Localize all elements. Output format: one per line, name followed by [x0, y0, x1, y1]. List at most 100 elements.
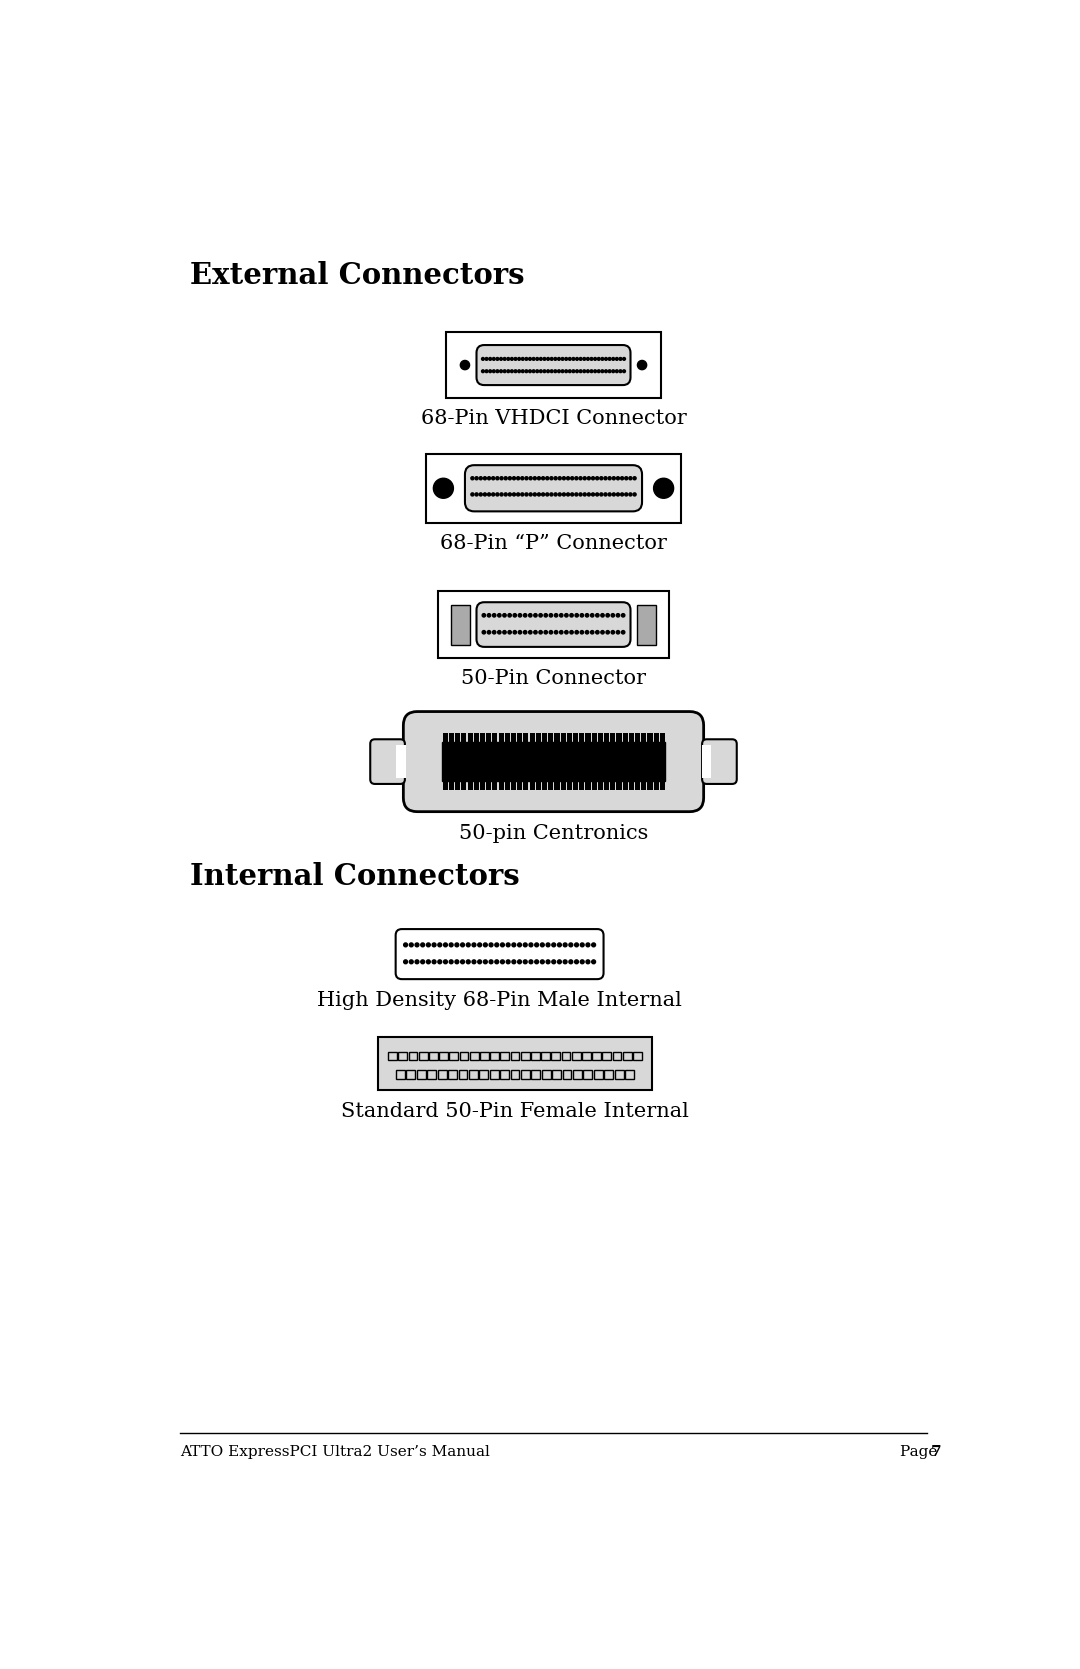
Bar [660, 779, 665, 789]
Bar [598, 733, 603, 743]
Bar [567, 733, 572, 743]
Circle shape [507, 960, 510, 963]
FancyBboxPatch shape [403, 711, 704, 811]
Circle shape [455, 943, 459, 946]
Bar [635, 779, 640, 789]
Circle shape [538, 477, 540, 479]
Circle shape [503, 371, 507, 372]
Circle shape [536, 357, 539, 361]
Bar [480, 779, 485, 789]
Circle shape [540, 960, 544, 963]
Circle shape [517, 371, 521, 372]
Circle shape [563, 492, 566, 496]
Circle shape [616, 357, 618, 361]
Circle shape [591, 614, 594, 618]
Circle shape [550, 477, 553, 479]
Circle shape [539, 371, 542, 372]
Bar [554, 779, 559, 789]
Circle shape [554, 631, 557, 634]
Bar [542, 779, 548, 789]
Circle shape [529, 477, 532, 479]
Circle shape [504, 477, 508, 479]
Circle shape [518, 614, 522, 618]
Bar [451, 604, 471, 644]
Circle shape [580, 614, 583, 618]
Bar [536, 779, 541, 789]
Circle shape [534, 477, 537, 479]
Bar [480, 1051, 489, 1060]
Circle shape [475, 492, 478, 496]
Circle shape [467, 960, 470, 963]
Circle shape [484, 943, 487, 946]
Circle shape [600, 614, 604, 618]
Circle shape [503, 614, 507, 618]
Circle shape [535, 943, 539, 946]
Circle shape [551, 357, 553, 361]
Circle shape [550, 492, 553, 496]
Circle shape [492, 614, 496, 618]
Circle shape [500, 492, 503, 496]
Bar [443, 779, 448, 789]
Bar [648, 779, 652, 789]
Circle shape [653, 479, 674, 499]
Circle shape [568, 357, 571, 361]
Circle shape [565, 631, 568, 634]
Circle shape [517, 357, 521, 361]
Circle shape [612, 492, 616, 496]
Circle shape [449, 960, 454, 963]
Circle shape [575, 631, 579, 634]
Circle shape [570, 614, 573, 618]
Bar [500, 1051, 510, 1060]
Circle shape [500, 477, 503, 479]
Bar [440, 1051, 448, 1060]
Circle shape [579, 492, 582, 496]
Circle shape [604, 477, 607, 479]
Circle shape [460, 361, 470, 369]
Bar [408, 1051, 418, 1060]
Circle shape [580, 631, 583, 634]
Circle shape [617, 492, 620, 496]
Circle shape [500, 371, 502, 372]
Bar [542, 1070, 551, 1078]
Circle shape [482, 357, 484, 361]
Circle shape [477, 943, 482, 946]
Circle shape [528, 371, 531, 372]
Bar [653, 779, 659, 789]
Circle shape [608, 371, 611, 372]
Circle shape [496, 492, 499, 496]
Bar [617, 733, 621, 743]
Bar [598, 779, 603, 789]
Bar [605, 1070, 613, 1078]
Circle shape [482, 631, 486, 634]
Bar [449, 779, 454, 789]
Bar [428, 1070, 436, 1078]
Circle shape [579, 371, 582, 372]
Circle shape [596, 631, 599, 634]
Bar [536, 733, 541, 743]
Bar [486, 779, 491, 789]
Circle shape [605, 357, 607, 361]
Bar [623, 733, 627, 743]
Text: Page: Page [900, 1445, 942, 1459]
Circle shape [449, 943, 454, 946]
Circle shape [532, 357, 535, 361]
Circle shape [557, 960, 562, 963]
Circle shape [540, 943, 544, 946]
Bar [579, 733, 584, 743]
Circle shape [491, 477, 495, 479]
Circle shape [612, 477, 616, 479]
Circle shape [489, 960, 492, 963]
Circle shape [512, 943, 516, 946]
Circle shape [575, 492, 578, 496]
Circle shape [562, 371, 564, 372]
Circle shape [570, 631, 573, 634]
Bar [637, 604, 656, 644]
Circle shape [507, 357, 510, 361]
Circle shape [599, 492, 603, 496]
Circle shape [617, 477, 620, 479]
Circle shape [554, 357, 556, 361]
Bar [549, 733, 553, 743]
Bar [633, 1051, 642, 1060]
Circle shape [554, 371, 556, 372]
Circle shape [623, 357, 625, 361]
